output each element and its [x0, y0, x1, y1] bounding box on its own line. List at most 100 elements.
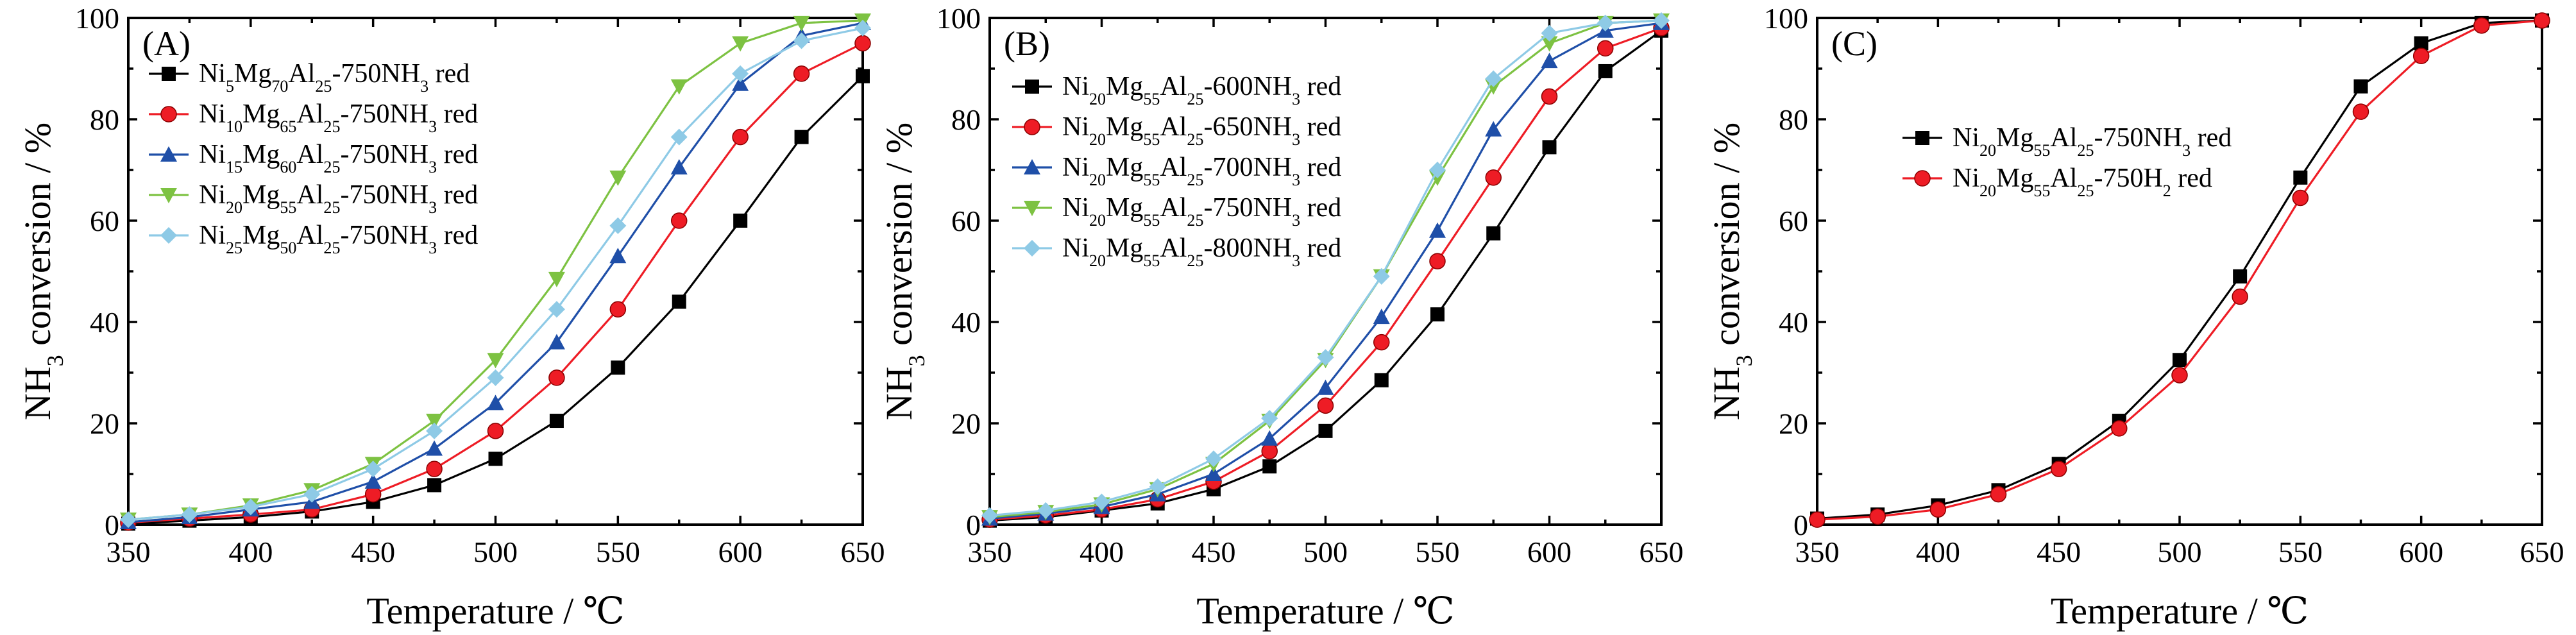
- legend-label: Ni20Mg55Al25-800NH3 red: [1062, 233, 1341, 270]
- data-point: [1430, 307, 1445, 322]
- legend-marker: [1024, 201, 1040, 216]
- data-point: [1541, 88, 1558, 105]
- data-point: [854, 35, 871, 52]
- y-tick-label: 20: [951, 407, 981, 440]
- data-point: [672, 294, 686, 309]
- y-tick-label: 60: [1779, 205, 1808, 237]
- legend-label: Ni25Mg50Al25-750NH3 red: [199, 221, 478, 257]
- y-tick-label: 20: [1779, 407, 1808, 440]
- data-point: [1149, 478, 1166, 495]
- x-tick-label: 450: [2037, 536, 2081, 568]
- y-tick-label: 80: [90, 103, 119, 136]
- data-point: [2473, 17, 2490, 34]
- data-point: [1429, 253, 1446, 269]
- x-axis-label: Temperature / ℃: [2051, 590, 2309, 632]
- data-point: [1597, 40, 1614, 57]
- data-point: [2232, 288, 2248, 305]
- data-point: [487, 369, 504, 386]
- data-point: [364, 486, 382, 503]
- data-point: [548, 301, 565, 318]
- data-point: [2171, 367, 2188, 384]
- series-5: [120, 19, 871, 529]
- data-point: [1485, 169, 1502, 186]
- x-tick-label: 500: [473, 536, 518, 568]
- data-point: [426, 414, 443, 430]
- data-point: [856, 69, 870, 83]
- data-point: [364, 461, 382, 478]
- data-point: [732, 65, 749, 82]
- series-line: [1817, 19, 2543, 521]
- series-2: [1809, 12, 2550, 528]
- x-tick-label: 400: [1916, 536, 1960, 568]
- series-5: [981, 12, 1670, 524]
- data-point: [733, 214, 748, 228]
- data-point: [1374, 373, 1389, 387]
- data-point: [732, 75, 749, 91]
- chart-panel-2: 350 400 450 500 550 600 650 0 20 40 60 80 100 Tempera…: [878, 2, 1684, 632]
- data-point: [1205, 466, 1222, 481]
- data-point: [2111, 420, 2128, 437]
- legend-marker: [160, 227, 177, 244]
- data-point: [1485, 121, 1502, 137]
- data-point: [1653, 12, 1670, 29]
- x-tick-label: 600: [2399, 536, 2443, 568]
- legend-marker: [160, 106, 177, 123]
- x-tick-label: 550: [1416, 536, 1460, 568]
- data-point: [1037, 502, 1055, 519]
- data-point: [1597, 14, 1614, 31]
- legend-marker: [1024, 159, 1040, 174]
- y-tick-label: 0: [1793, 509, 1808, 541]
- data-point: [548, 369, 565, 386]
- data-point: [609, 301, 627, 318]
- series-1: [121, 69, 870, 531]
- data-point: [1598, 64, 1613, 78]
- data-point: [548, 334, 565, 350]
- data-point: [488, 452, 503, 466]
- y-tick-label: 60: [951, 205, 981, 237]
- data-point: [1318, 423, 1333, 438]
- legend-label: Ni20Mg55Al25-700NH3 red: [1062, 153, 1341, 189]
- data-point: [1542, 140, 1557, 155]
- legend-marker: [160, 188, 177, 203]
- y-axis-label: NH3 conversion / %: [878, 123, 929, 420]
- plot-frame: [1816, 17, 2543, 526]
- data-point: [1317, 349, 1334, 366]
- x-tick-label: 350: [968, 536, 1012, 568]
- data-point: [2050, 461, 2067, 477]
- data-point: [364, 473, 382, 489]
- y-tick-label: 40: [1779, 306, 1808, 339]
- data-point: [181, 506, 198, 523]
- legend: Ni20Mg55Al25-750NH3 red Ni20Mg55Al25-750H…: [1902, 123, 2232, 200]
- y-tick-label: 80: [951, 103, 981, 136]
- data-point: [609, 170, 627, 186]
- data-point: [1373, 267, 1390, 285]
- data-point: [793, 65, 810, 82]
- chart-panel-1: 350 400 450 500 550 600 650 0 20 40 60 80 100 Tempera…: [17, 2, 885, 632]
- y-tick-label: 20: [90, 407, 119, 440]
- data-point: [549, 414, 564, 428]
- data-point: [1429, 162, 1446, 178]
- data-point: [548, 271, 565, 287]
- y-axis-label: NH3 conversion / %: [17, 123, 68, 420]
- legend-label: Ni15Mg60Al25-750NH3 red: [199, 140, 478, 176]
- data-point: [2353, 79, 2368, 94]
- y-tick-label: 100: [936, 2, 981, 35]
- y-axis-label: NH3 conversion / %: [1706, 123, 1757, 420]
- legend-label: Ni5Mg70Al25-750NH3 red: [199, 59, 470, 96]
- y-tick-label: 80: [1779, 103, 1808, 136]
- legend-label: Ni20Mg55Al25-600NH3 red: [1062, 72, 1341, 108]
- data-point: [242, 498, 259, 516]
- data-point: [1317, 379, 1334, 395]
- data-point: [732, 128, 749, 146]
- data-point: [1261, 443, 1278, 460]
- panel-label: (B): [1004, 24, 1050, 63]
- legend-marker: [1914, 170, 1931, 187]
- x-tick-label: 450: [1192, 536, 1236, 568]
- legend-marker: [1024, 240, 1040, 257]
- data-point: [2292, 189, 2309, 207]
- y-tick-label: 40: [90, 306, 119, 339]
- x-tick-label: 450: [351, 536, 395, 568]
- legend-marker: [1024, 119, 1040, 135]
- data-point: [2534, 12, 2550, 29]
- data-point: [1261, 430, 1278, 446]
